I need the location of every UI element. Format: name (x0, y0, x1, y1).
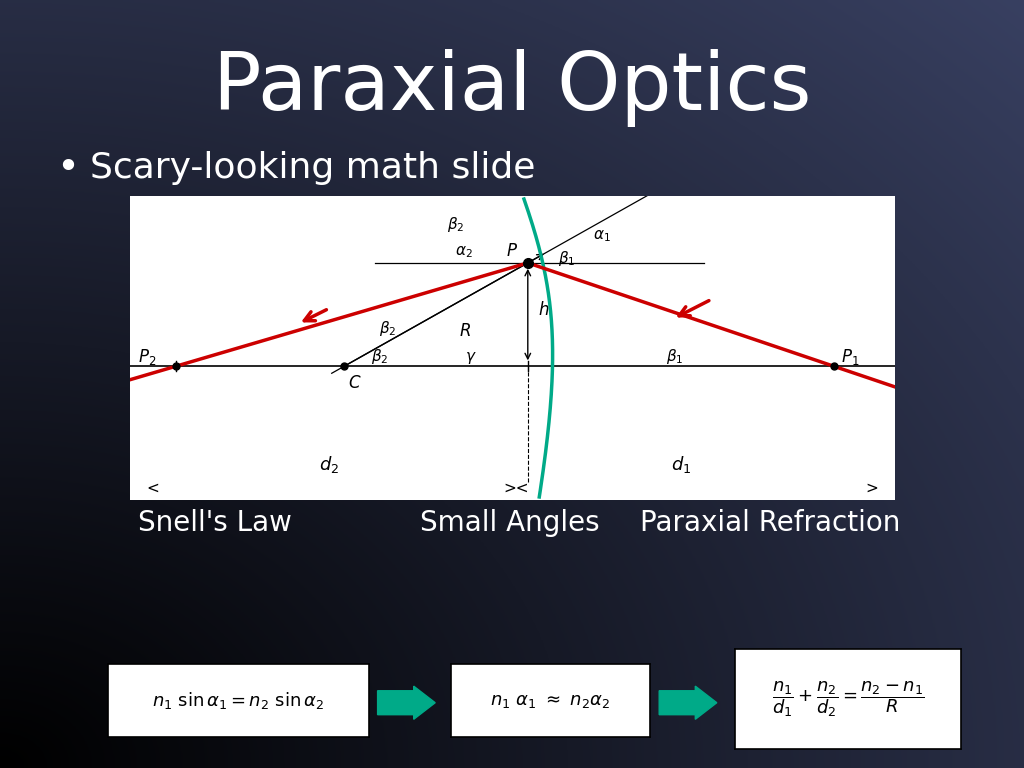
Text: Scary-looking math slide: Scary-looking math slide (90, 151, 536, 185)
Text: $\beta_1$: $\beta_1$ (558, 249, 575, 268)
Text: <: < (146, 481, 160, 495)
Text: ><: >< (504, 481, 529, 495)
Text: $\alpha_2$: $\alpha_2$ (455, 244, 473, 260)
Text: $P$: $P$ (507, 242, 518, 260)
Text: $n_1\ \alpha_1\ \approx\ n_2\alpha_2$: $n_1\ \alpha_1\ \approx\ n_2\alpha_2$ (490, 692, 610, 710)
Text: •: • (56, 149, 80, 187)
Text: $\dfrac{n_1}{d_1} + \dfrac{n_2}{d_2} = \dfrac{n_2 - n_1}{R}$: $\dfrac{n_1}{d_1} + \dfrac{n_2}{d_2} = \… (772, 679, 924, 719)
Text: $P_2$: $P_2$ (137, 347, 156, 367)
Text: $d_2$: $d_2$ (318, 454, 339, 475)
Text: $\gamma$: $\gamma$ (465, 350, 477, 366)
Text: $\beta_1$: $\beta_1$ (666, 347, 683, 366)
Text: $\beta_2$: $\beta_2$ (379, 319, 396, 338)
FancyArrow shape (659, 686, 717, 720)
Text: $n_1\ \sin\alpha_1 = n_2\ \sin\alpha_2$: $n_1\ \sin\alpha_1 = n_2\ \sin\alpha_2$ (152, 690, 325, 711)
FancyArrow shape (378, 686, 435, 720)
Text: Paraxial Optics: Paraxial Optics (213, 49, 811, 127)
Text: $P_1$: $P_1$ (842, 347, 860, 367)
Text: $\beta_2$: $\beta_2$ (447, 216, 465, 234)
Text: $R$: $R$ (459, 322, 471, 340)
Text: Paraxial Refraction: Paraxial Refraction (640, 509, 900, 537)
Text: Small Angles: Small Angles (420, 509, 600, 537)
Text: $h$: $h$ (538, 300, 549, 319)
Text: $\beta_2$: $\beta_2$ (371, 347, 388, 366)
Text: Snell's Law: Snell's Law (138, 509, 292, 537)
Text: >: > (865, 481, 879, 495)
Bar (130, 196, 895, 500)
Text: $C$: $C$ (348, 373, 361, 392)
Text: $\alpha_1$: $\alpha_1$ (593, 229, 610, 244)
Text: $d_1$: $d_1$ (671, 454, 691, 475)
